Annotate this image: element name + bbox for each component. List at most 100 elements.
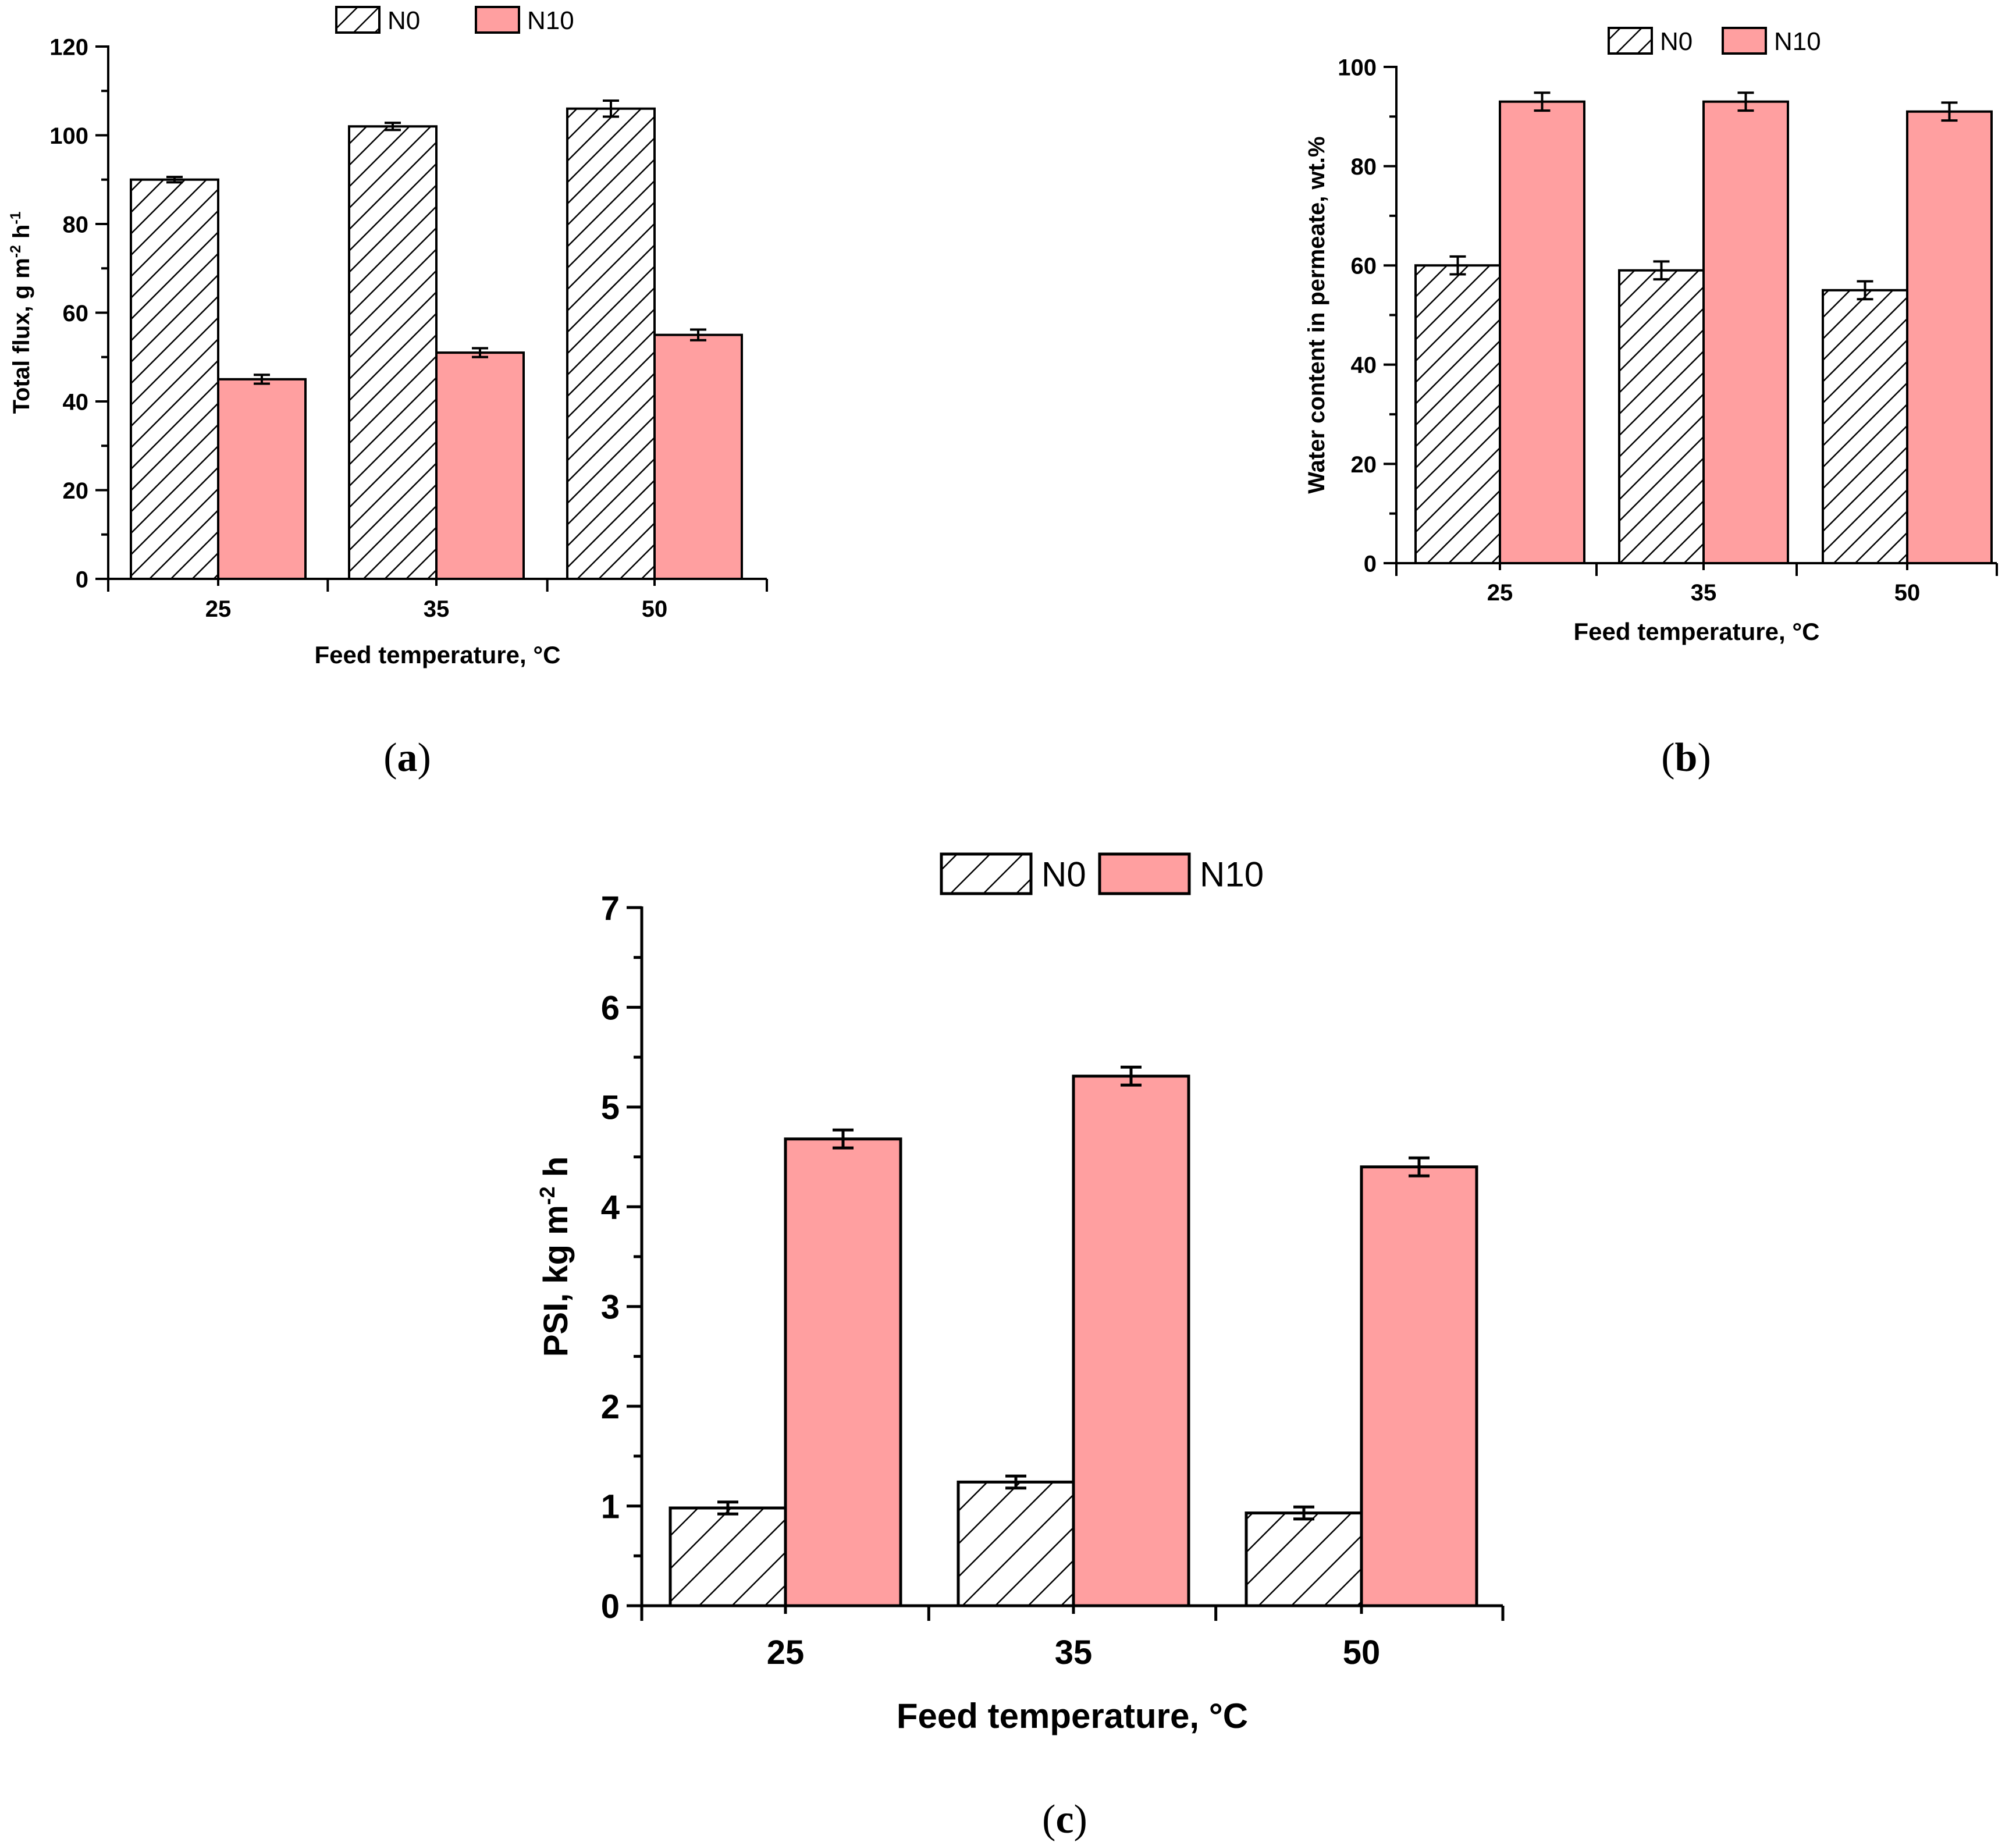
x-tick-label: 50 [1343,1634,1381,1671]
bar-n10-25 [784,1137,902,1607]
legend-label-n0: N0 [387,6,420,35]
y-tick-label: 1 [601,1488,620,1525]
y-axis-title: Total flux, g m-2 h-1 [8,211,34,414]
error-bar-n10-35 [1737,91,1754,112]
x-tick-label: 35 [1691,580,1717,606]
legend-swatch-n10 [1098,852,1191,895]
y-tick-label: 4 [601,1189,620,1226]
error-bar-n10-25 [1534,91,1551,112]
caption-open: ( [1042,1797,1055,1842]
bar-n10-35 [435,351,525,580]
error-bar-n0-25 [717,1500,738,1516]
y-axis-title-mid: h [9,225,34,246]
caption-open: ( [383,735,397,780]
legend: N0 N10 [940,852,1264,895]
bar-n0-35 [1618,269,1705,564]
bar-n0-25 [1414,264,1501,564]
bar-n10-35 [1072,1075,1190,1607]
legend-label-n10: N10 [527,6,574,35]
x-axis-title: Feed temperature, °C [897,1696,1248,1735]
legend-swatch-n0 [335,6,381,34]
y-tick-label: 80 [63,212,89,237]
y-tick-label: 6 [601,989,620,1027]
error-bar-n10-50 [690,328,706,342]
bar-n10-50 [653,333,743,580]
error-bar-n0-35 [385,122,401,131]
error-bar-n0-35 [1005,1474,1026,1490]
x-tick-label: 25 [767,1634,805,1671]
bar-n0-25 [130,178,219,580]
bar-n10-25 [1499,100,1585,564]
x-axis-title: Feed temperature, °C [1574,618,1820,645]
y-tick-label: 20 [1351,452,1377,478]
y-tick-label: 80 [1351,154,1377,180]
y-axis-title-main: Total flux, g m [9,258,34,414]
error-bar-n10-35 [1121,1065,1142,1087]
y-tick-label: 60 [1351,254,1377,279]
y-tick-label: 7 [601,890,620,927]
bar-n10-25 [217,378,307,580]
legend-label-n10: N10 [1200,855,1264,894]
legend: N0 N10 [335,6,574,35]
x-tick-label: 35 [424,596,450,622]
chart-c-psi: 0 1 2 3 4 5 6 7 25 35 50 Feed temperature, °C PSI, k… [535,852,1505,1842]
error-bar-n10-50 [1409,1156,1430,1178]
x-tick-label: 50 [642,596,668,622]
y-tick-label: 5 [601,1089,620,1127]
bar-n0-50 [566,107,656,580]
x-tick-label: 50 [1894,580,1921,606]
legend-swatch-n10 [475,6,520,34]
panel-caption: (a) [383,735,431,780]
legend-swatch-n0 [1608,27,1653,55]
error-bar-n0-25 [166,176,183,184]
chart-a-total-flux: 0 20 40 60 80 100 120 25 35 50 Feed temperature, °… [8,6,768,780]
error-bar-n0-50 [1857,280,1873,301]
error-bar-n0-50 [1293,1505,1314,1521]
caption-letter: c [1055,1797,1073,1842]
y-axis-title-main: PSI, kg m [537,1205,575,1357]
y-tick-label: 40 [63,389,89,415]
error-bar-n10-35 [472,347,488,358]
y-axis-title-main: Water content in permeate, wt.% [1304,136,1329,493]
error-bar-n10-25 [833,1128,854,1150]
legend: N0 N10 [1608,27,1821,56]
legend-swatch-n10 [1722,27,1767,55]
bar-n0-50 [1245,1511,1363,1607]
caption-open: ( [1661,735,1674,780]
y-tick-label: 3 [601,1289,620,1326]
y-axis-title: Water content in permeate, wt.% [1304,136,1329,493]
x-tick-label: 25 [1487,580,1513,606]
error-bar-n10-25 [254,374,270,385]
caption-close: ) [1074,1797,1087,1842]
bar-n0-25 [669,1506,787,1607]
y-axis-title: PSI, kg m-2 h [535,1157,575,1357]
bar-n10-50 [1360,1165,1478,1607]
y-axis-title-sup1: -2 [8,245,24,258]
caption-letter: a [397,735,418,780]
y-tick-label: 120 [49,34,88,60]
error-bar-n0-50 [603,99,619,118]
panel-caption: (c) [1042,1797,1087,1842]
y-axis-title-mid: h [537,1157,575,1187]
legend-label-n0: N0 [1041,855,1086,894]
caption-close: ) [418,735,431,780]
bar-n10-35 [1702,100,1789,564]
legend-label-n10: N10 [1774,27,1821,56]
chart-b-water-content: 0 20 40 60 80 100 25 35 50 Feed temperature, °C Wa… [1304,27,1998,780]
y-axis-title-sup2: -1 [8,211,24,224]
caption-letter: b [1675,735,1698,780]
y-tick-label: 60 [63,301,89,326]
y-tick-label: 20 [63,478,89,504]
y-tick-label: 0 [76,567,88,592]
legend-label-n0: N0 [1660,27,1693,56]
x-axis-title: Feed temperature, °C [315,641,561,668]
y-tick-label: 100 [1338,55,1377,80]
x-tick-label: 25 [205,596,232,622]
error-bar-n0-25 [1449,255,1466,276]
x-tick-label: 35 [1055,1634,1093,1671]
y-tick-label: 40 [1351,353,1377,378]
bar-n0-35 [957,1480,1075,1607]
bar-n0-50 [1822,289,1908,564]
y-axis-title-sup1: -2 [535,1186,559,1205]
